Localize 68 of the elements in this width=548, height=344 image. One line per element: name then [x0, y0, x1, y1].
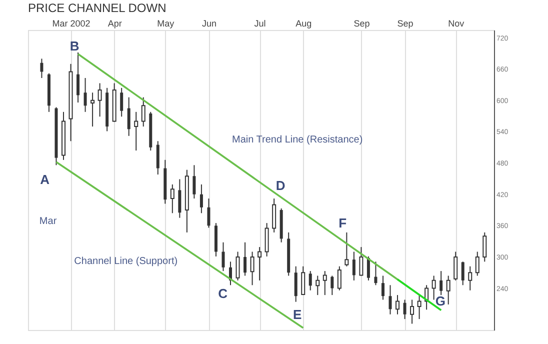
candlestick [454, 251, 458, 281]
candlestick [482, 232, 487, 262]
candlestick [308, 270, 312, 291]
candlestick [396, 294, 400, 315]
x-tick-label: Apr [108, 18, 122, 28]
candlestick [330, 275, 334, 296]
candlestick [236, 251, 240, 281]
x-tick-label: May [157, 18, 175, 28]
candlestick [352, 251, 356, 281]
annotation: A [40, 172, 50, 187]
chart-title: PRICE CHANNEL DOWN [28, 1, 166, 15]
annotation: Mar [39, 216, 58, 228]
candlestick [134, 111, 138, 152]
x-tick-label: Mar 2002 [52, 18, 90, 28]
x-tick-label: Sep [354, 18, 370, 28]
candlestick [200, 184, 203, 214]
annotation: Channel Line (Support) [74, 256, 178, 267]
candlestick [403, 299, 406, 320]
candlestick [374, 261, 378, 286]
x-tick-label: Aug [296, 18, 312, 28]
candlestick [250, 251, 254, 286]
x-tick-label: Jun [202, 18, 216, 28]
candlestick [475, 251, 480, 276]
candlestick [432, 275, 436, 300]
candlestick [90, 92, 95, 128]
candlestick [127, 96, 130, 136]
candlestick [98, 82, 102, 118]
candlestick [84, 78, 87, 112]
candlestick [344, 232, 349, 267]
candlestick [156, 140, 160, 176]
candlestick [192, 164, 196, 200]
annotation: G [435, 294, 446, 308]
candlestick [141, 96, 146, 128]
annotation: C [218, 286, 228, 301]
candlestick [222, 242, 225, 272]
candlestick [272, 198, 276, 233]
candlestick [258, 246, 262, 281]
x-tick-label: Jul [254, 18, 266, 28]
annotation: Main Trend Line (Resistance) [232, 134, 363, 146]
candlestick [244, 242, 247, 276]
annotation: E [293, 307, 302, 322]
candlestick [301, 266, 306, 296]
x-tick-label: Nov [448, 18, 465, 28]
x-tick-label: Sep [397, 18, 414, 28]
candlestick [468, 266, 472, 291]
candlestick [322, 270, 327, 296]
candlestick [381, 275, 384, 300]
candlestick [76, 52, 80, 104]
candlestick [264, 222, 269, 257]
candlestick [388, 284, 392, 315]
candlestick [446, 275, 450, 305]
candlestick [337, 266, 342, 291]
annotation: B [70, 38, 80, 54]
candlestick [410, 299, 414, 324]
candlestick [366, 256, 370, 281]
annotation: D [276, 178, 286, 193]
candlestick [207, 198, 210, 228]
candlestick [359, 246, 364, 276]
candlestick [316, 275, 320, 296]
candlestick [294, 266, 298, 302]
candlestick [417, 294, 422, 320]
candlestick [440, 270, 443, 296]
candlestick [461, 261, 464, 286]
candlestick [170, 184, 174, 214]
annotation: F [338, 216, 347, 230]
candlestick [178, 178, 182, 218]
candlestick [40, 58, 44, 78]
candlestick [120, 87, 124, 118]
